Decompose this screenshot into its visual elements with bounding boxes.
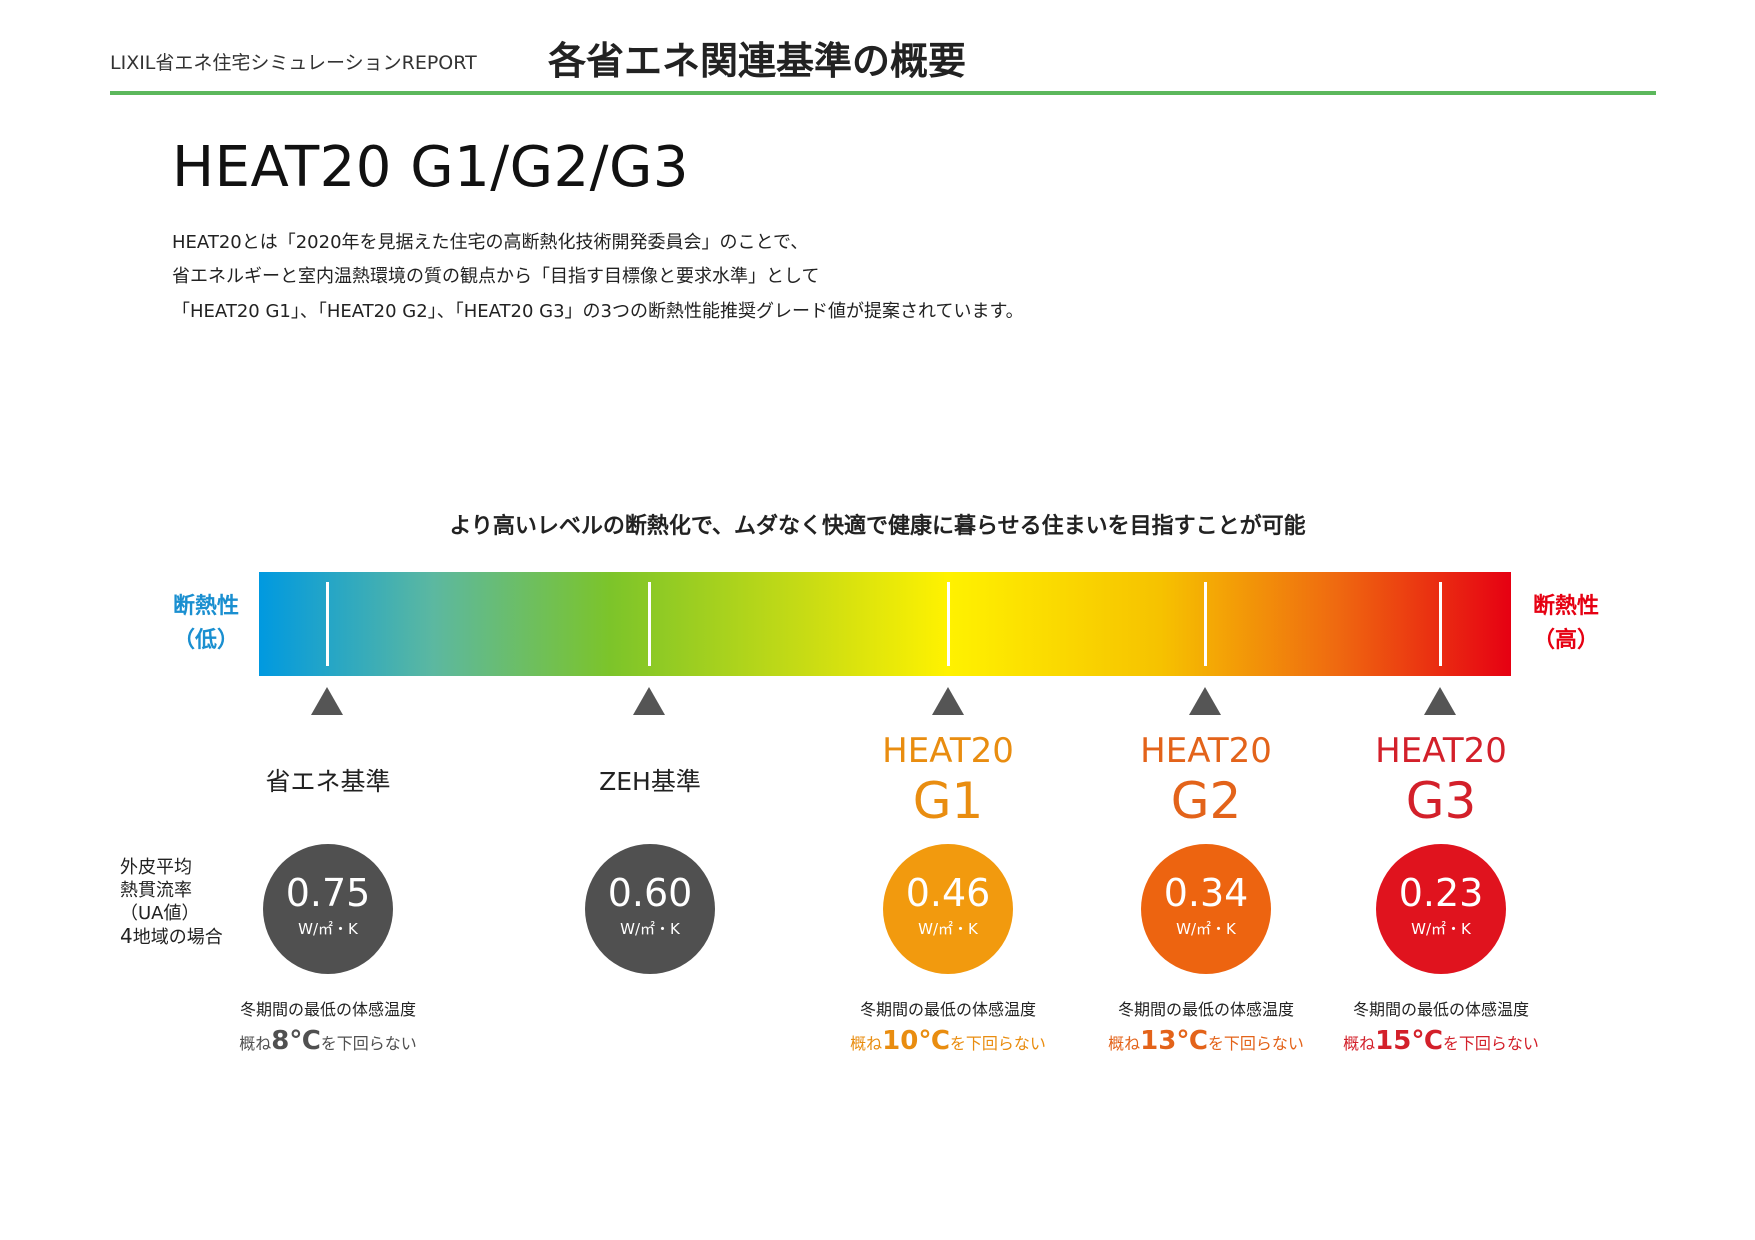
- min-temp-suffix: を下回らない: [949, 1034, 1046, 1053]
- min-temp-note-g2: 冬期間の最低の体感温度 概ね13℃を下回らない: [1108, 996, 1304, 1056]
- min-temp-suffix: を下回らない: [1442, 1034, 1539, 1053]
- standard-name-shoene: 省エネ基準: [265, 767, 391, 796]
- ua-label-line2: 熱貫流率: [120, 880, 192, 901]
- page-title: 各省エネ関連基準の概要: [548, 39, 967, 83]
- scale-tick-zeh: [648, 582, 651, 666]
- scale-tick-shoene: [326, 582, 329, 666]
- marker-triangle-icon: [311, 687, 343, 715]
- min-temp-prefix: 概ね: [850, 1034, 883, 1053]
- ua-value: 0.75: [285, 871, 371, 915]
- ua-value: 0.60: [607, 871, 693, 915]
- scale-tick-g2: [1204, 582, 1207, 666]
- marker-triangle-icon: [1424, 687, 1456, 715]
- standard-name-g2: HEAT20 G2: [1140, 734, 1272, 826]
- ua-value: 0.46: [905, 871, 991, 915]
- min-temp-caption: 冬期間の最低の体感温度: [859, 1000, 1037, 1019]
- scale-low-label: 断熱性 （低）: [158, 590, 254, 658]
- ua-circle-g3: 0.23 W/㎡・K: [1376, 844, 1506, 974]
- min-temp-note-g3: 冬期間の最低の体感温度 概ね15℃を下回らない: [1343, 996, 1539, 1056]
- description-line-1: HEAT20とは「2020年を見据えた住宅の高断熱化技術開発委員会」のことで、: [172, 232, 809, 253]
- main-title: HEAT20 G1/G2/G3: [172, 135, 690, 200]
- min-temp-note-shoene: 冬期間の最低の体感温度 概ね8℃を下回らない: [239, 996, 417, 1056]
- scale-tick-g3: [1439, 582, 1442, 666]
- ua-value: 0.34: [1163, 871, 1249, 915]
- ua-circle-g2: 0.34 W/㎡・K: [1141, 844, 1271, 974]
- min-temp-number: 10℃: [882, 1026, 950, 1056]
- marker-triangle-icon: [1189, 687, 1221, 715]
- ua-unit: W/㎡・K: [1411, 920, 1471, 938]
- min-temp-caption: 冬期間の最低の体感温度: [1352, 1000, 1530, 1019]
- scale-high-label-line1: 断熱性: [1532, 594, 1599, 619]
- min-temp-prefix: 概ね: [239, 1034, 272, 1053]
- min-temp-caption: 冬期間の最低の体感温度: [1117, 1000, 1295, 1019]
- scale-low-label-line1: 断熱性: [172, 594, 239, 619]
- description-line-2: 省エネルギーと室内温熱環境の質の観点から「目指す目標像と要求水準」として: [172, 266, 820, 287]
- standard-name-g2-line1: HEAT20: [1140, 731, 1272, 771]
- min-temp-prefix: 概ね: [1108, 1034, 1141, 1053]
- standard-name-g3-line2: G3: [1405, 772, 1477, 830]
- standard-name-g2-line2: G2: [1170, 772, 1242, 830]
- scale-low-label-line2: （低）: [172, 628, 239, 653]
- standard-name-g3: HEAT20 G3: [1375, 734, 1507, 826]
- ua-circle-shoene: 0.75 W/㎡・K: [263, 844, 393, 974]
- ua-label-line4: 4地域の場合: [120, 925, 223, 949]
- min-temp-caption: 冬期間の最低の体感温度: [239, 1000, 417, 1019]
- ua-unit: W/㎡・K: [298, 920, 358, 938]
- standard-name-g3-line1: HEAT20: [1375, 731, 1507, 771]
- min-temp-suffix: を下回らない: [320, 1034, 417, 1053]
- min-temp-note-g1: 冬期間の最低の体感温度 概ね10℃を下回らない: [850, 996, 1046, 1056]
- ua-value: 0.23: [1398, 871, 1484, 915]
- marker-triangle-icon: [633, 687, 665, 715]
- scale-high-label-line2: （高）: [1532, 628, 1599, 653]
- ua-unit: W/㎡・K: [918, 920, 978, 938]
- ua-label-line1: 外皮平均: [120, 857, 192, 878]
- min-temp-prefix: 概ね: [1343, 1034, 1376, 1053]
- standard-name-zeh: ZEH基準: [599, 767, 701, 796]
- min-temp-value-line: 概ね10℃を下回らない: [850, 1026, 1046, 1056]
- ua-unit: W/㎡・K: [1176, 920, 1236, 938]
- ua-circle-zeh: 0.60 W/㎡・K: [585, 844, 715, 974]
- standard-name-g1-line1: HEAT20: [882, 731, 1014, 771]
- min-temp-value-line: 概ね8℃を下回らない: [239, 1026, 417, 1056]
- ua-circle-g1: 0.46 W/㎡・K: [883, 844, 1013, 974]
- report-label: LIXIL省エネ住宅シミュレーションREPORT: [110, 52, 477, 74]
- ua-label-region-text: 地域の場合: [132, 927, 223, 948]
- ua-label-line3: （UA値）: [120, 903, 200, 924]
- min-temp-number: 13℃: [1140, 1026, 1208, 1056]
- standard-name-g1-line2: G1: [912, 772, 984, 830]
- header-rule: [110, 91, 1656, 95]
- scale-tick-g1: [947, 582, 950, 666]
- insulation-scale-bar: [259, 572, 1511, 676]
- min-temp-number: 8℃: [271, 1026, 321, 1056]
- description-line-3: 「HEAT20 G1」、「HEAT20 G2」、「HEAT20 G3」の3つの断…: [172, 301, 1024, 322]
- min-temp-number: 15℃: [1375, 1026, 1443, 1056]
- ua-value-label: 外皮平均 熱貫流率 （UA値） 4地域の場合: [120, 856, 223, 949]
- marker-triangle-icon: [932, 687, 964, 715]
- min-temp-suffix: を下回らない: [1207, 1034, 1304, 1053]
- ua-unit: W/㎡・K: [620, 920, 680, 938]
- scale-headline: より高いレベルの断熱化で、ムダなく快適で健康に暮らせる住まいを目指すことが可能: [449, 514, 1306, 539]
- min-temp-value-line: 概ね13℃を下回らない: [1108, 1026, 1304, 1056]
- ua-label-region-number: 4: [120, 924, 133, 948]
- scale-high-label: 断熱性 （高）: [1518, 590, 1614, 658]
- standard-name-g1: HEAT20 G1: [882, 734, 1014, 826]
- min-temp-value-line: 概ね15℃を下回らない: [1343, 1026, 1539, 1056]
